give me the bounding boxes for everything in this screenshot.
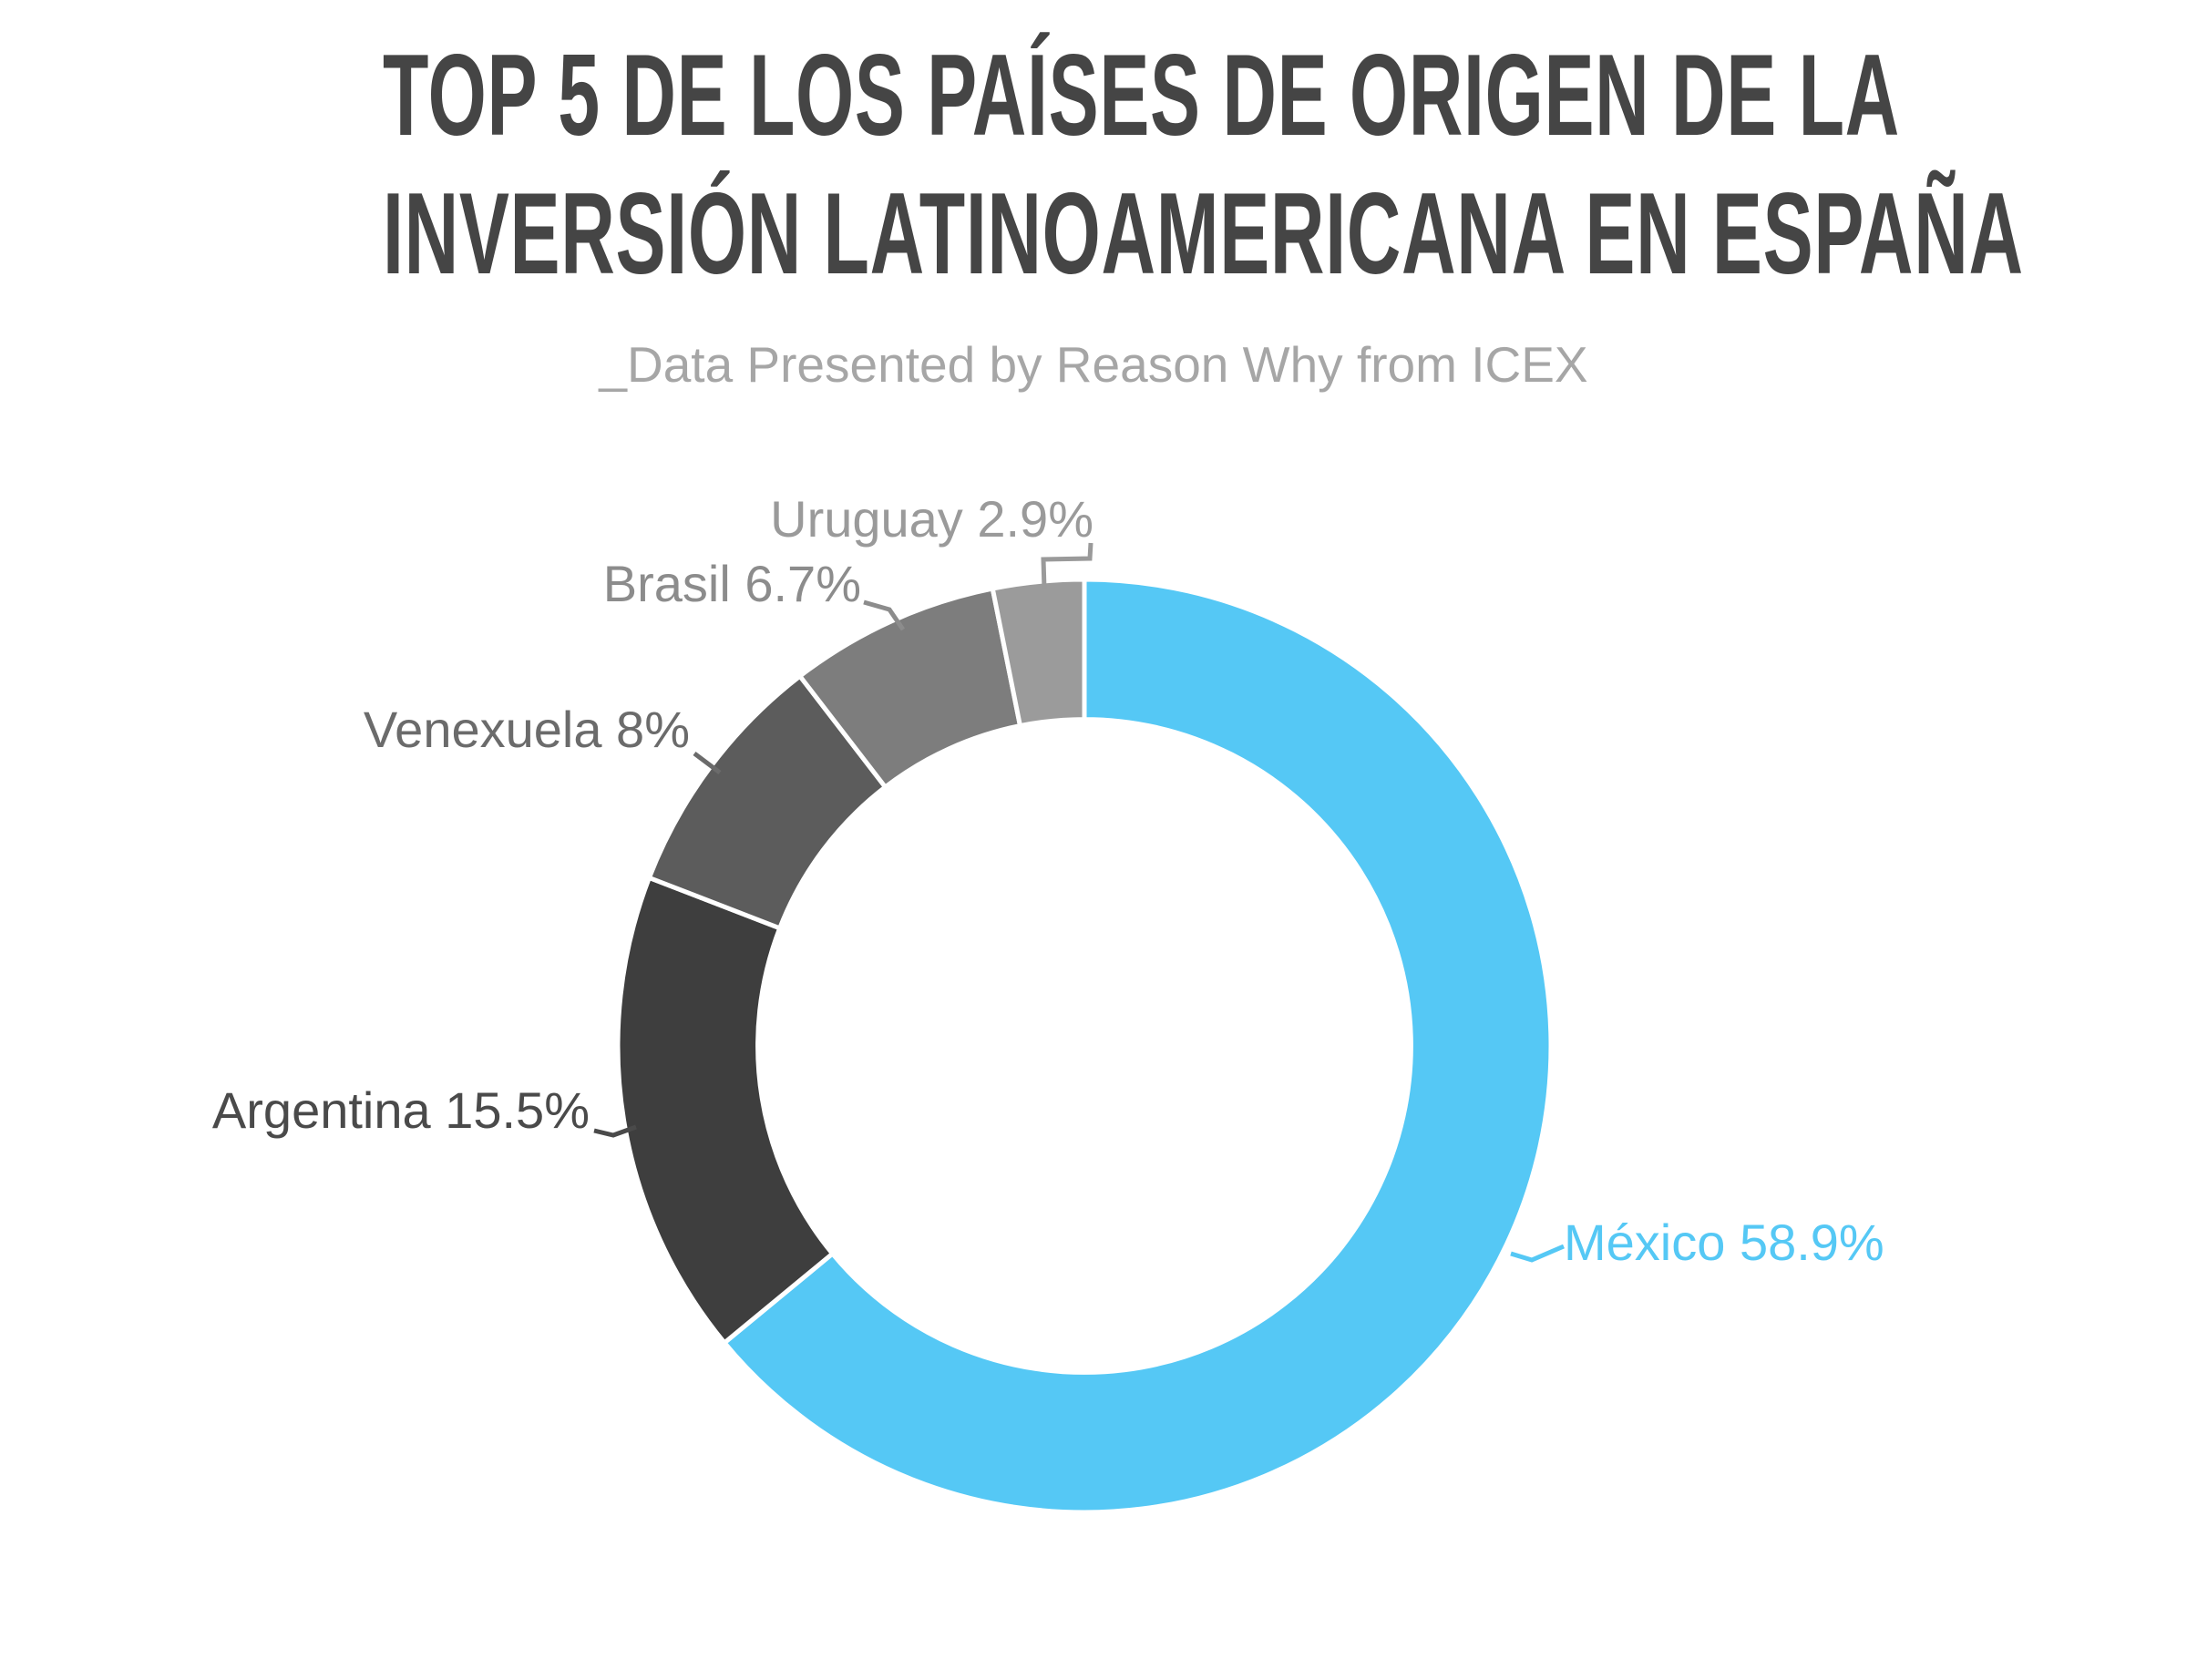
donut-slices [615,577,1554,1515]
slice-label-venexuela: Venexuela 8% [363,701,690,758]
leader-line-mexico [1510,1244,1565,1263]
page-title-line2: INVERSIÓN LATINOAMERICANA EN ESPAÑA [383,169,2024,298]
slice-label-mexico: México 58.9% [1564,1214,1884,1271]
donut-slice-uruguay [990,577,1087,729]
donut-slice-méxico [721,577,1554,1515]
leader-line-venexuela [693,752,722,774]
leader-line-argentina [593,1124,637,1138]
slice-label-brasil: Brasil 6.7% [602,555,861,612]
leader-line-brasil [863,599,906,631]
slice-label-uruguay: Uruguay 2.9% [770,490,1094,548]
page-title: TOP 5 DE LOS PAÍSES DE ORIGEN DE LA INVE… [0,26,2187,302]
leader-line-uruguay [1041,542,1094,589]
slice-label-argentina: Argentina 15.5% [211,1081,590,1139]
leader-lines [593,542,1565,1263]
donut-slice-argentina [615,875,837,1347]
page-subtitle: _Data Presented by Reason Why from ICEX [599,336,1588,393]
page-title-line1: TOP 5 DE LOS PAÍSES DE ORIGEN DE LA [383,30,1900,159]
